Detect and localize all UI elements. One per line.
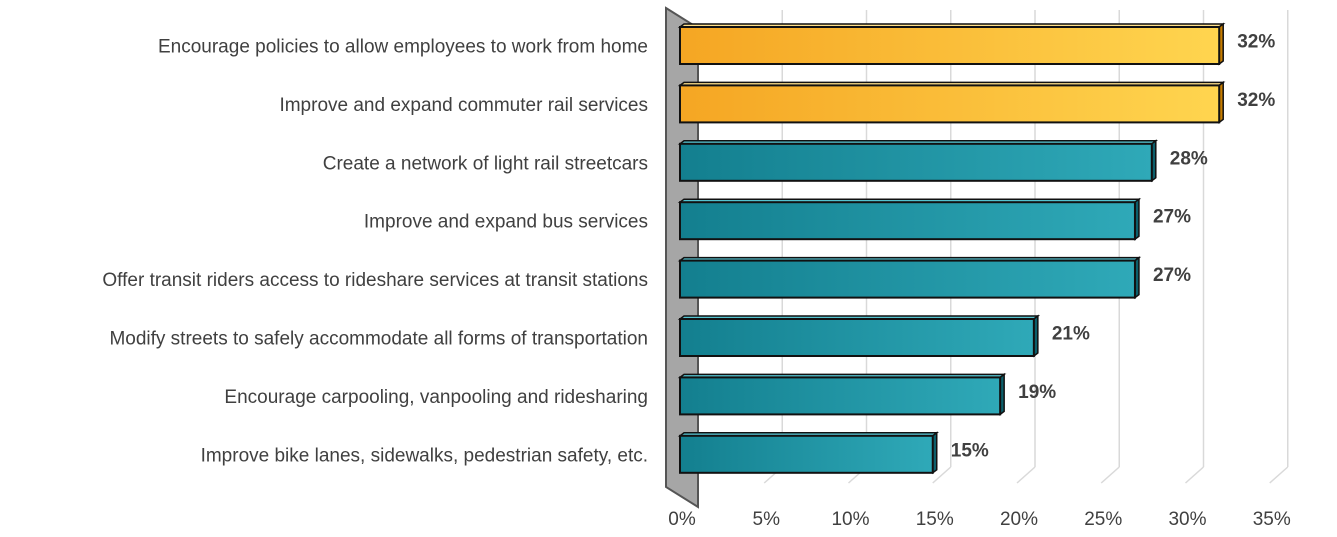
bar-front-face [679, 376, 1002, 416]
data-label: 32% [1237, 32, 1275, 53]
data-label: 28% [1170, 148, 1208, 169]
category-label: Improve bike lanes, sidewalks, pedestria… [201, 445, 648, 466]
bar [677, 256, 1142, 300]
data-label: 19% [1018, 382, 1056, 403]
x-tick-label: 5% [753, 509, 781, 530]
category-label: Create a network of light rail streetcar… [323, 153, 648, 174]
category-label: Improve and expand commuter rail service… [279, 95, 648, 116]
bar [677, 372, 1007, 416]
x-tick-label: 20% [1000, 509, 1038, 530]
bar [677, 80, 1226, 124]
category-label: Improve and expand bus services [364, 212, 648, 233]
bar-front-face [679, 434, 934, 474]
bar [677, 139, 1159, 183]
category-label: Encourage carpooling, vanpooling and rid… [224, 387, 648, 408]
x-tick-label: 0% [668, 509, 696, 530]
x-tick-label: 15% [916, 509, 954, 530]
gridline-floor [932, 466, 952, 484]
bar-front-face [679, 318, 1035, 357]
category-label: Modify streets to safely accommodate all… [109, 329, 648, 350]
bar [677, 197, 1142, 241]
bar-front-face [679, 259, 1136, 299]
x-axis-ticks: 0% 5% 10% 15% 20% 25% 30% 35% [668, 509, 1291, 530]
x-tick-label: 25% [1084, 509, 1122, 530]
x-tick-label: 35% [1253, 509, 1291, 530]
category-label: Offer transit riders access to rideshare… [102, 270, 648, 291]
bar-front-face [679, 84, 1221, 124]
data-labels: 32% 32% 28% 27% 27% 21% 19% 15% [951, 32, 1276, 462]
gridline-floor [1269, 466, 1289, 484]
data-label: 27% [1153, 265, 1191, 286]
x-tick-label: 10% [831, 509, 869, 530]
bar [677, 22, 1226, 66]
bar-front-face [679, 26, 1221, 65]
data-label: 21% [1052, 324, 1090, 345]
category-labels: Encourage policies to allow employees to… [102, 37, 648, 467]
category-label: Encourage policies to allow employees to… [158, 37, 648, 58]
gridline-floor [1016, 466, 1036, 484]
bar [677, 431, 939, 475]
bars [677, 22, 1226, 475]
data-label: 15% [951, 440, 989, 461]
gridline-floor [1100, 466, 1120, 484]
x-tick-label: 30% [1168, 509, 1206, 530]
bar [677, 314, 1041, 358]
bar-front-face [679, 142, 1153, 182]
bar-front-face [679, 201, 1136, 241]
gridline-floor [1185, 466, 1204, 484]
data-label: 27% [1153, 207, 1191, 228]
data-label: 32% [1237, 90, 1275, 111]
